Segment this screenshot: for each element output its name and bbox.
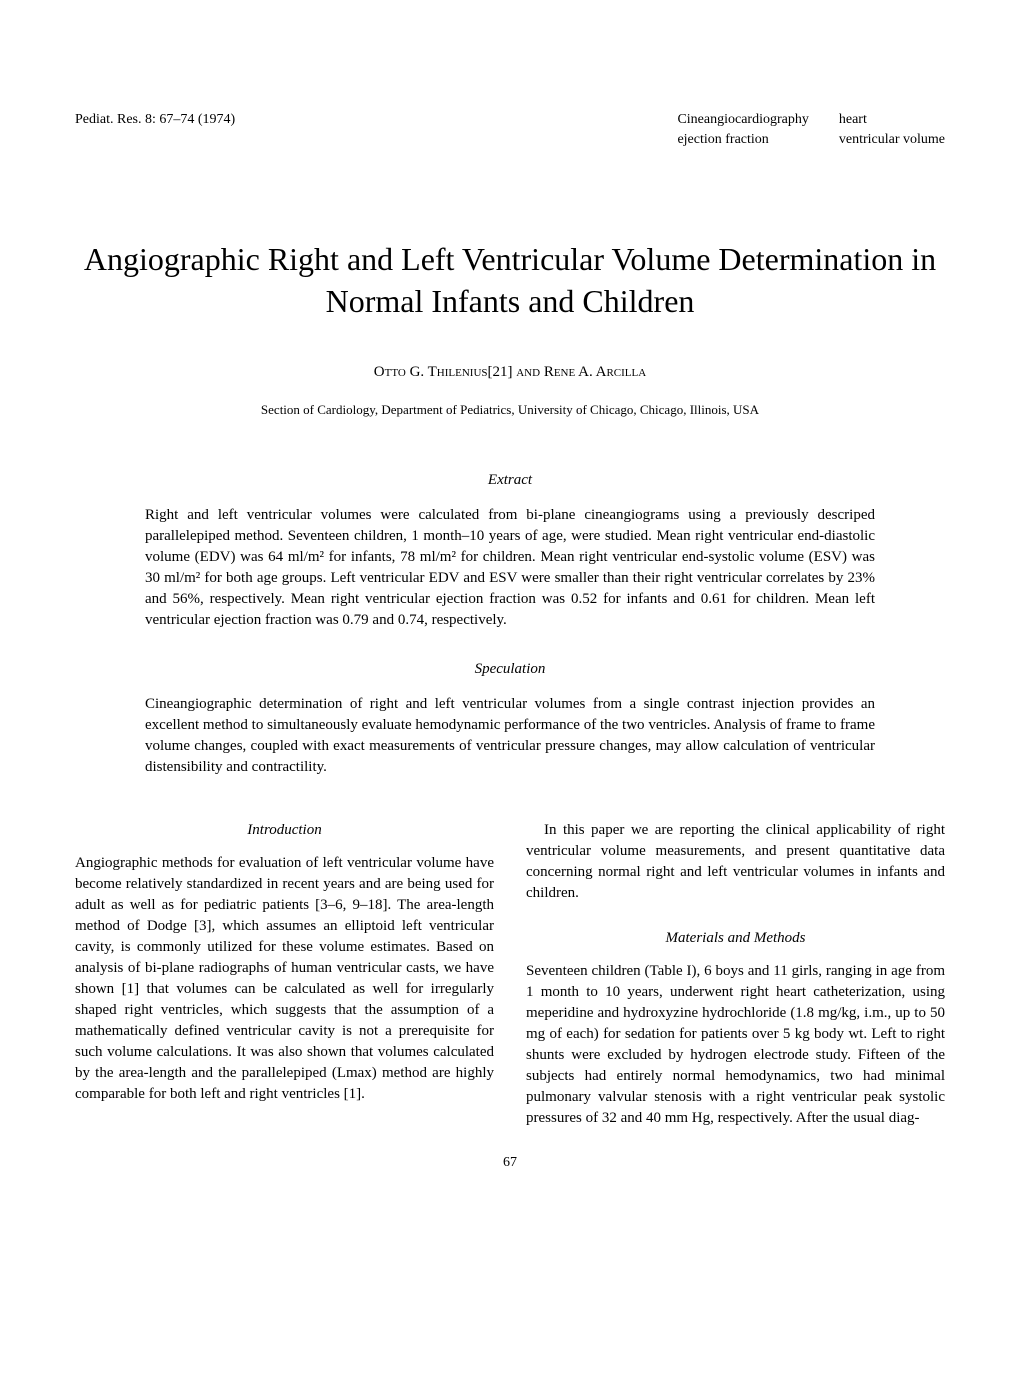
right-column: In this paper we are reporting the clini…	[526, 820, 945, 1129]
page-number: 67	[75, 1153, 945, 1173]
page-header: Pediat. Res. 8: 67–74 (1974) Cineangioca…	[75, 110, 945, 149]
introduction-paragraph: Angiographic methods for evaluation of l…	[75, 853, 494, 1105]
materials-paragraph: Seventeen children (Table I), 6 boys and…	[526, 961, 945, 1129]
journal-reference: Pediat. Res. 8: 67–74 (1974)	[75, 110, 677, 149]
introduction-heading: Introduction	[75, 820, 494, 841]
keyword: Cineangiocardiography	[677, 110, 808, 130]
intro-continuation-paragraph: In this paper we are reporting the clini…	[526, 820, 945, 904]
keywords-block: Cineangiocardiography ejection fraction …	[677, 110, 945, 149]
authors-line: Otto G. Thilenius[21] and Rene A. Arcill…	[75, 362, 945, 383]
body-columns: Introduction Angiographic methods for ev…	[75, 820, 945, 1129]
materials-heading: Materials and Methods	[526, 928, 945, 949]
extract-heading: Extract	[75, 470, 945, 491]
speculation-heading: Speculation	[75, 659, 945, 680]
extract-text: Right and left ventricular volumes were …	[75, 505, 945, 631]
keywords-column-1: Cineangiocardiography ejection fraction	[677, 110, 808, 149]
keyword: heart	[839, 110, 945, 130]
left-column: Introduction Angiographic methods for ev…	[75, 820, 494, 1129]
keywords-column-2: heart ventricular volume	[839, 110, 945, 149]
article-title: Angiographic Right and Left Ventricular …	[75, 239, 945, 322]
keyword: ejection fraction	[677, 130, 808, 150]
speculation-text: Cineangiographic determination of right …	[75, 694, 945, 778]
keyword: ventricular volume	[839, 130, 945, 150]
affiliation-line: Section of Cardiology, Department of Ped…	[75, 401, 945, 419]
